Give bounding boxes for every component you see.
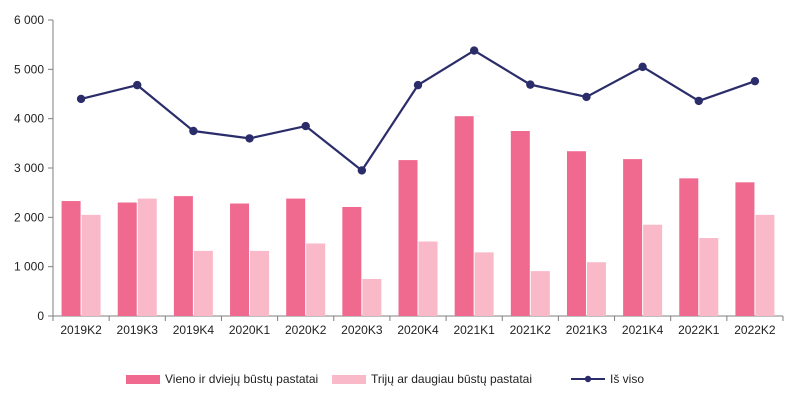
x-tick-label: 2021K3: [566, 323, 608, 337]
line-point-2019K4: [189, 126, 198, 136]
line-point-2020K1: [245, 134, 254, 143]
x-tick-label: 2020K4: [397, 323, 439, 337]
x-tick-label: 2019K2: [60, 323, 102, 337]
bar-series-2-2021K3: [586, 262, 606, 316]
x-tick-label: 2020K1: [229, 323, 271, 337]
legend-swatch-2: [332, 375, 366, 384]
line-point-2021K2: [526, 80, 535, 89]
y-tick-label: 4 000: [14, 112, 44, 126]
bar-series-1-2020K4: [398, 160, 418, 316]
x-tick-label: 2022K1: [678, 323, 720, 337]
line-point-2021K4: [638, 62, 647, 72]
bar-series-2-2020K3: [362, 279, 382, 316]
legend-label-3: Iš viso: [610, 372, 644, 386]
y-tick-label: 0: [37, 309, 44, 323]
line-series-group: [76, 46, 760, 175]
bar-series-1-2019K4: [173, 196, 193, 316]
bar-series-2-2020K1: [250, 250, 270, 316]
bar-series-1-2019K3: [117, 202, 137, 316]
bar-series-2-2021K4: [643, 224, 663, 316]
line-point-2020K4: [413, 80, 423, 90]
line-point-2022K2: [750, 76, 760, 86]
legend-swatch-marker: [584, 375, 592, 383]
bar-series-2-2021K2: [530, 271, 550, 316]
x-tick-label: 2021K4: [622, 323, 664, 337]
line-point-2020K2: [301, 121, 310, 131]
bar-series-2-2020K4: [418, 241, 438, 316]
bar-series-2-2022K2: [755, 214, 775, 316]
bar-series-2-2020K2: [306, 243, 326, 316]
bar-series-1-2021K3: [566, 151, 586, 316]
bar-series-2-2019K2: [81, 214, 101, 316]
y-tick-label: 3 000: [14, 161, 44, 175]
y-tick-label: 1 000: [14, 260, 44, 274]
bar-series-1-2020K1: [230, 203, 250, 316]
bar-series-2-2019K3: [137, 198, 157, 316]
y-tick-label: 2 000: [14, 210, 44, 224]
line-point-2021K3: [582, 92, 591, 102]
bar-series-1-2021K2: [510, 131, 530, 316]
legend-label-1: Vieno ir dviejų būstų pastatai: [165, 372, 318, 386]
legend: Vieno ir dviejų būstų pastatai Trijų ar d…: [126, 372, 644, 386]
y-axis: 0 1 000 2 000 3 000 4 000 5 000 6 000: [14, 13, 54, 323]
bar-series-2-2022K1: [699, 238, 719, 316]
line-point-2019K3: [133, 80, 142, 90]
x-tick-label: 2019K4: [173, 323, 215, 337]
bar-series-1-2021K1: [454, 116, 474, 316]
x-tick-label: 2021K2: [510, 323, 552, 337]
line-point-2021K1: [469, 46, 479, 55]
bar-series-1-2020K2: [286, 198, 306, 316]
bar-series-1-2021K4: [623, 159, 643, 316]
line-point-2020K3: [357, 166, 367, 175]
line-series-path: [80, 49, 756, 172]
legend-swatch-1: [126, 375, 160, 384]
line-point-2019K2: [76, 94, 86, 104]
x-tick-label: 2020K2: [285, 323, 327, 337]
bar-series-2-2021K1: [474, 252, 494, 316]
x-axis: 2019K2 2019K3 2019K4 2020K1 2020K2 2020K3 2020…: [52, 315, 784, 337]
bar-series-2-2019K4: [193, 250, 213, 316]
x-tick-label: 2022K2: [734, 323, 776, 337]
bar-series-1-2022K1: [679, 178, 699, 316]
legend-label-2: Trijų ar daugiau būstų pastatai: [371, 372, 532, 386]
x-tick-label: 2021K1: [453, 323, 495, 337]
x-tick-label: 2020K3: [341, 323, 383, 337]
bar-series-1-2022K2: [735, 182, 755, 316]
bar-series-1-2019K2: [61, 201, 81, 316]
y-tick-label: 5 000: [14, 62, 44, 76]
y-tick-label: 6 000: [14, 13, 44, 27]
bar-series-group: [61, 116, 775, 316]
x-tick-label: 2019K3: [117, 323, 159, 337]
bar-series-1-2020K3: [342, 206, 362, 316]
line-point-2022K1: [694, 96, 703, 106]
